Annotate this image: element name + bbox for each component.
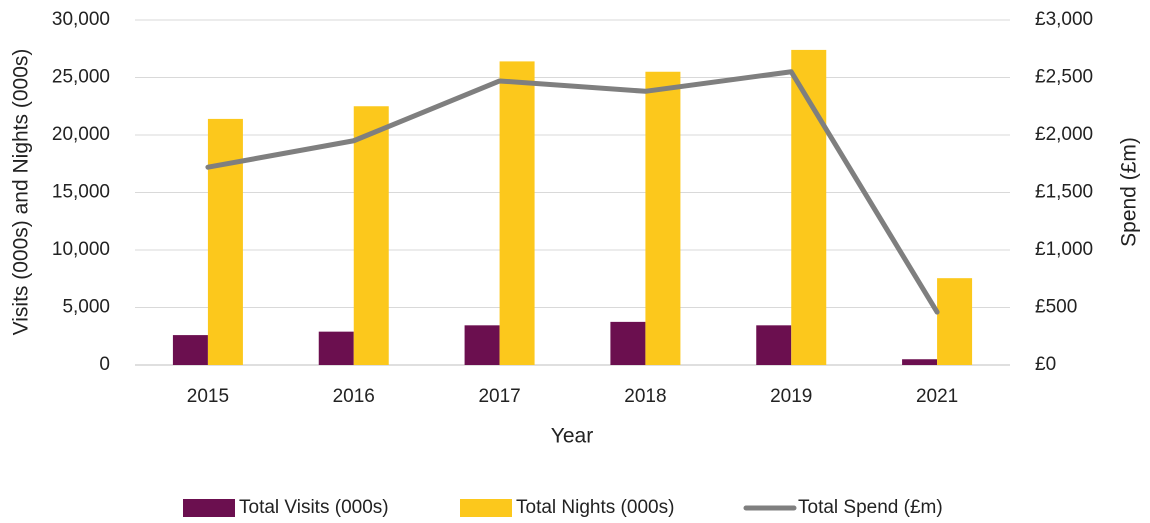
legend-swatch xyxy=(183,499,235,517)
y-axis-title: Visits (000s) and Nights (000s) xyxy=(10,49,33,336)
bar xyxy=(756,325,792,365)
x-tick-label: 2017 xyxy=(478,386,520,407)
y-tick-label: 30,000 xyxy=(52,9,110,30)
x-tick-label: 2015 xyxy=(187,386,229,407)
x-tick-label: 2019 xyxy=(770,386,812,407)
legend-swatch xyxy=(460,499,512,517)
bar xyxy=(318,331,354,365)
y2-tick-label: £1,000 xyxy=(1035,239,1093,260)
y-tick-label: 5,000 xyxy=(62,297,110,318)
y-tick-label: 0 xyxy=(99,354,110,375)
bar xyxy=(464,325,500,365)
x-tick-label: 2021 xyxy=(916,386,958,407)
y2-tick-label: £3,000 xyxy=(1035,9,1093,30)
x-tick-label: 2018 xyxy=(624,386,666,407)
bar xyxy=(937,278,973,365)
line xyxy=(205,69,940,315)
y2-tick-label: £1,500 xyxy=(1035,182,1093,203)
legend-label: Total Spend (£m) xyxy=(798,497,943,518)
y-tick-label: 10,000 xyxy=(52,239,110,260)
y2-tick-label: £2,500 xyxy=(1035,67,1093,88)
bar xyxy=(172,335,208,365)
y-tick-label: 25,000 xyxy=(52,67,110,88)
bar xyxy=(353,106,389,365)
legend-label: Total Visits (000s) xyxy=(239,497,389,518)
y2-tick-label: £2,000 xyxy=(1035,124,1093,145)
bar xyxy=(610,321,646,365)
y2-tick-label: £500 xyxy=(1035,297,1077,318)
x-axis-title: Year xyxy=(551,425,593,448)
bar xyxy=(645,71,681,365)
legend-label: Total Nights (000s) xyxy=(516,497,674,518)
y2-axis-title: Spend (£m) xyxy=(1118,137,1141,247)
y-tick-label: 20,000 xyxy=(52,124,110,145)
y2-tick-label: £0 xyxy=(1035,354,1056,375)
y-tick-label: 15,000 xyxy=(52,182,110,203)
bar xyxy=(499,61,535,366)
bar xyxy=(902,359,938,365)
bar xyxy=(207,118,243,366)
x-tick-label: 2016 xyxy=(333,386,375,407)
